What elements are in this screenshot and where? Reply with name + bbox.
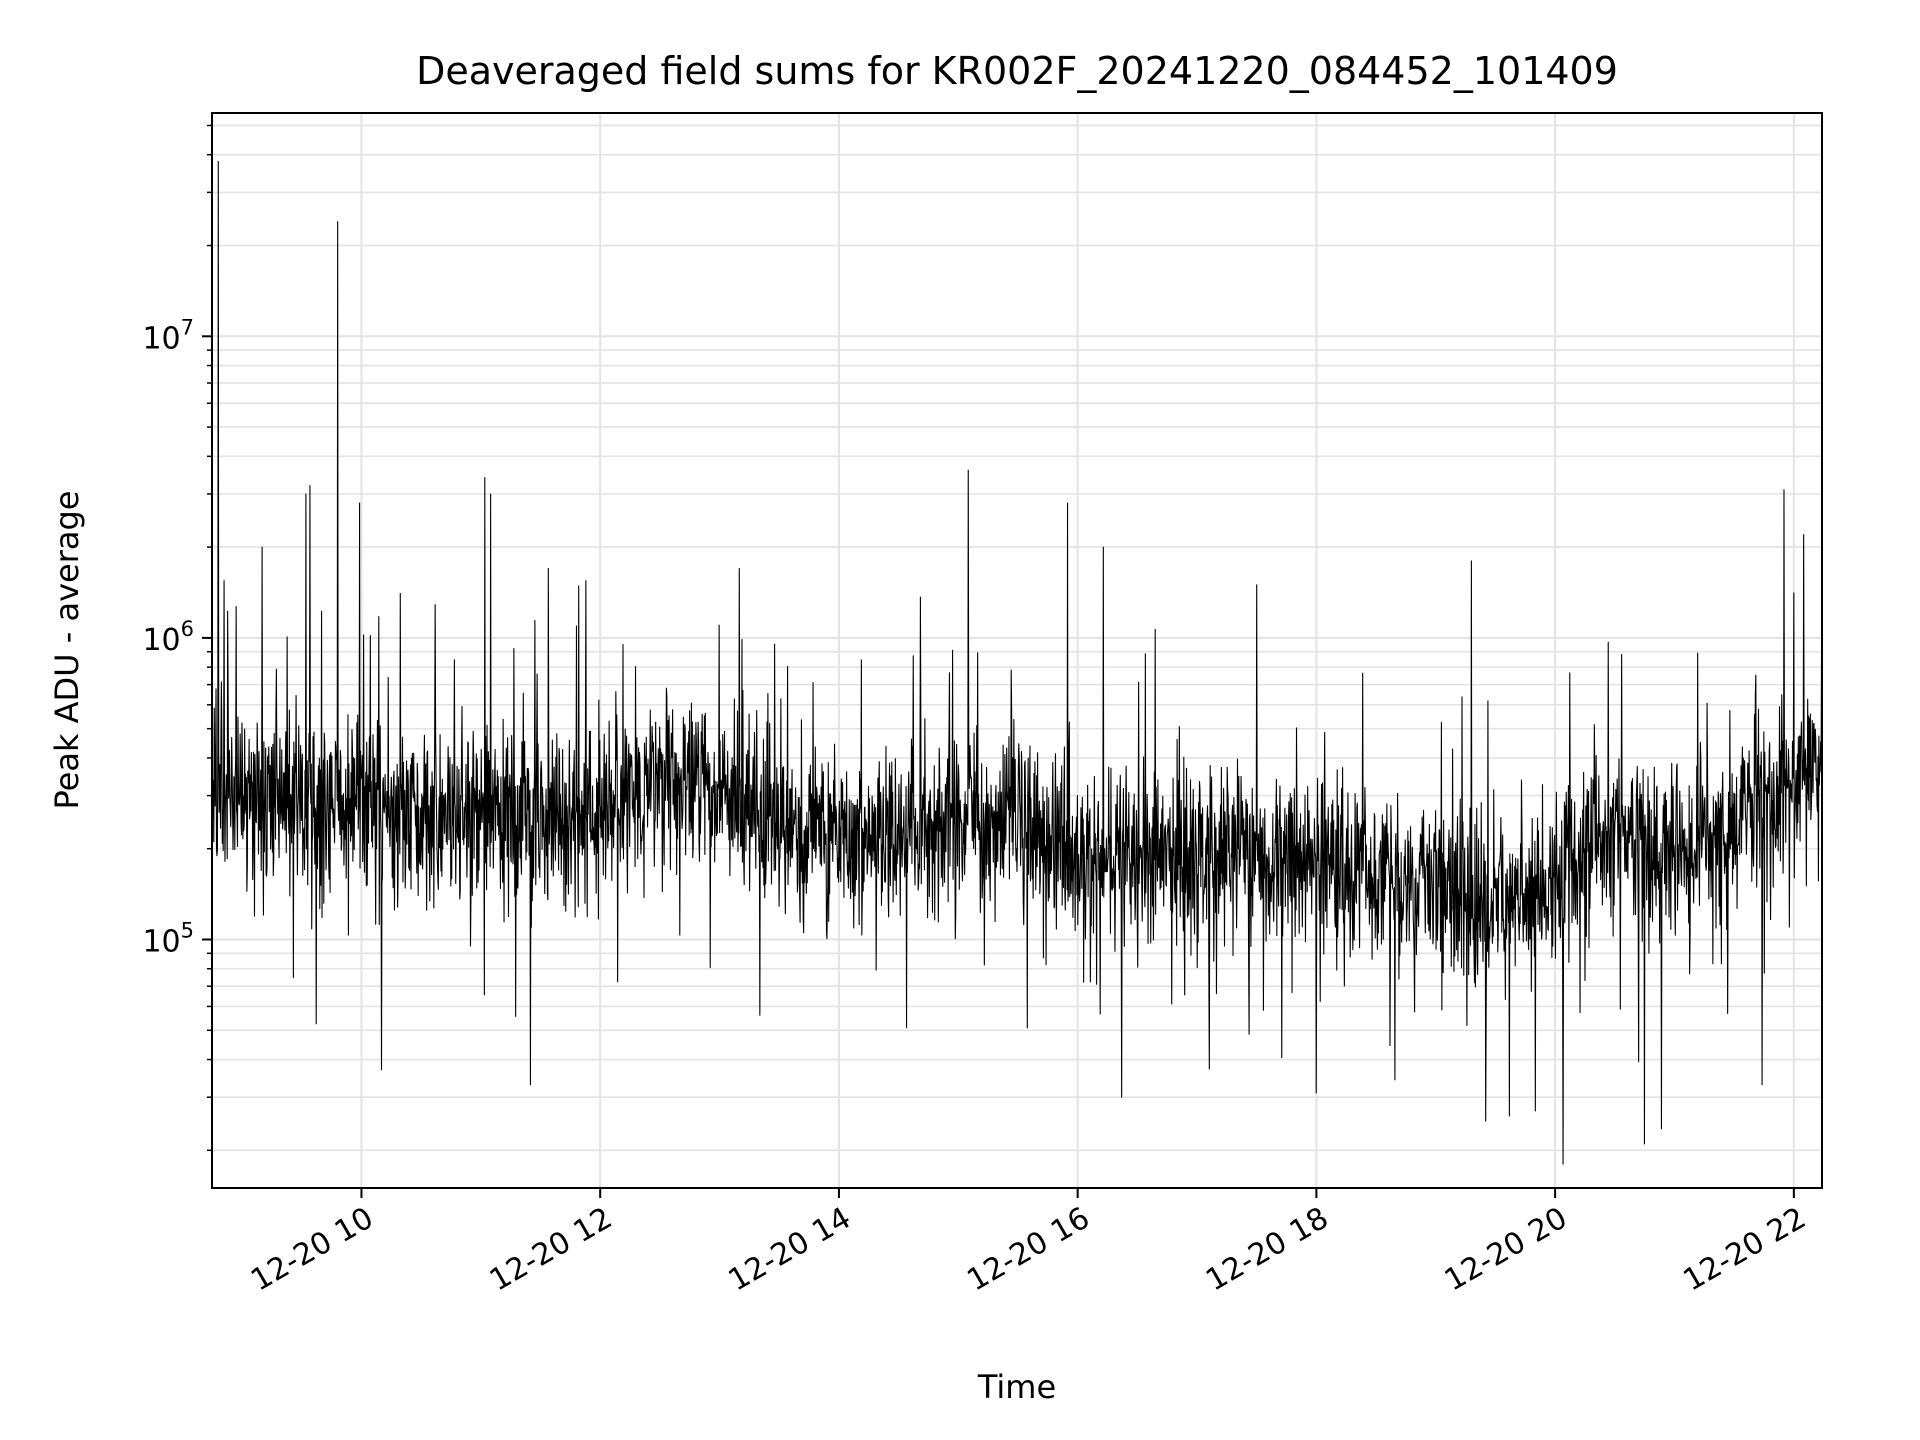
x-tick-label: 12-20 16 [961, 1201, 1095, 1299]
y-tick-label: 107 [142, 315, 194, 356]
x-tick-label: 12-20 22 [1678, 1201, 1812, 1299]
grid [212, 113, 1822, 1188]
x-tick-label: 12-20 10 [245, 1201, 379, 1299]
x-tick-label: 12-20 20 [1439, 1201, 1573, 1299]
y-axis-title: Peak ADU - average [48, 491, 86, 810]
x-tick-label: 12-20 18 [1200, 1201, 1334, 1299]
x-tick-label: 12-20 14 [723, 1201, 857, 1299]
x-tick-label: 12-20 12 [484, 1201, 618, 1299]
x-axis-title: Time [977, 1368, 1056, 1406]
y-axis: 105 106 107 [142, 124, 212, 1152]
plot-frame [211, 112, 1823, 1189]
chart-title: Deaveraged field sums for KR002F_2024122… [416, 49, 1618, 93]
y-tick-label: 106 [142, 617, 194, 658]
x-axis: 12-20 10 12-20 12 12-20 14 12-20 16 12-20 18… [245, 1188, 1812, 1298]
series-line [211, 160, 1823, 1165]
series-layer [211, 160, 1823, 1165]
y-tick-label: 105 [142, 919, 194, 960]
